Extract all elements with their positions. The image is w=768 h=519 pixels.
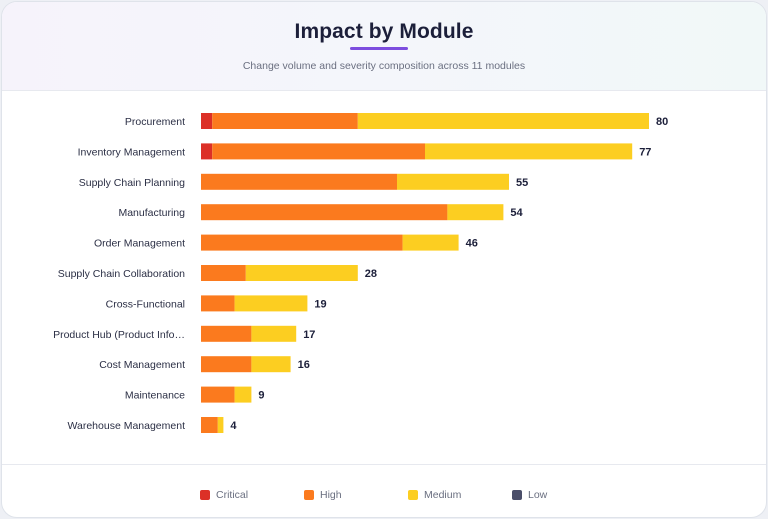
chart-subtitle: Change volume and severity composition a… [242, 60, 526, 72]
chart-legend: Critical High Medium Low [2, 488, 766, 502]
category-label: Warehouse Management [67, 420, 185, 432]
bar-segment-medium[interactable] [234, 295, 308, 312]
legend-swatch-critical [200, 490, 210, 500]
value-label: 17 [303, 329, 315, 341]
bar-segment-medium[interactable] [234, 386, 252, 403]
legend-swatch-high [304, 490, 314, 500]
bar-segment-medium[interactable] [245, 265, 358, 281]
footer-divider [2, 464, 766, 465]
category-label: Cost Management [99, 359, 185, 371]
bar-segment-medium[interactable] [425, 143, 633, 160]
value-label: 16 [298, 359, 310, 371]
value-label: 77 [639, 146, 651, 158]
bar-row: Supply Chain Collaboration 28 [58, 265, 377, 281]
value-label: 55 [516, 177, 528, 189]
category-label: Order Management [94, 238, 185, 250]
category-label: Manufacturing [118, 207, 185, 219]
bar-segment-high[interactable] [201, 417, 218, 433]
bar-segment-medium[interactable] [397, 173, 509, 190]
bar-segment-high[interactable] [201, 356, 252, 373]
legend-label-high: High [320, 489, 342, 501]
bar-row: Order Management 46 [94, 234, 478, 251]
chart-header: Impact by Module Change volume and sever… [2, 2, 766, 91]
legend-item-high[interactable]: High [304, 488, 342, 502]
bar-segment-high[interactable] [212, 143, 425, 160]
bar-segment-medium[interactable] [357, 113, 649, 129]
legend-label-low: Low [528, 489, 548, 501]
bar-segment-high[interactable] [201, 386, 235, 403]
category-label: Product Hub (Product Info… [53, 329, 185, 341]
legend-label-critical: Critical [216, 489, 249, 501]
category-label: Supply Chain Collaboration [58, 268, 185, 280]
value-label: 19 [314, 298, 326, 310]
legend-item-critical[interactable]: Critical [200, 488, 248, 502]
bar-segment-medium[interactable] [447, 204, 504, 221]
value-label: 9 [258, 390, 264, 402]
title-underline [350, 47, 408, 50]
bar-segment-high[interactable] [201, 325, 252, 342]
legend-label-medium: Medium [424, 489, 462, 501]
category-label: Supply Chain Planning [79, 177, 185, 189]
bar-segment-high[interactable] [201, 234, 403, 251]
bar-row: Maintenance 9 [125, 386, 265, 403]
value-label: 4 [230, 420, 237, 432]
legend-item-low[interactable]: Low [512, 488, 547, 502]
bar-row: Manufacturing 54 [118, 204, 524, 221]
bar-segment-medium[interactable] [251, 325, 297, 342]
value-label: 80 [656, 116, 668, 128]
bar-chart: Procurement 80 Inventory Management 77 Suppl… [53, 113, 668, 433]
bar-row: Supply Chain Planning 55 [79, 173, 528, 190]
bar-segment-medium[interactable] [217, 417, 224, 433]
category-label: Procurement [125, 116, 185, 128]
value-label: 46 [466, 238, 478, 250]
category-label: Inventory Management [78, 146, 185, 158]
legend-swatch-low [512, 490, 522, 500]
bar-segment-critical[interactable] [201, 113, 213, 129]
category-label: Maintenance [125, 390, 185, 402]
category-label: Cross-Functional [106, 298, 185, 310]
chart-title: Impact by Module [294, 20, 474, 43]
value-label: 54 [510, 207, 523, 219]
legend-swatch-medium [408, 490, 418, 500]
legend-item-medium[interactable]: Medium [408, 488, 461, 502]
bar-row: Warehouse Management 4 [67, 417, 237, 433]
bar-segment-high[interactable] [201, 295, 235, 312]
bar-row: Cross-Functional 19 [106, 295, 327, 312]
value-label: 28 [365, 268, 377, 280]
bar-row: Procurement 80 [125, 113, 668, 129]
bar-segment-high[interactable] [201, 204, 448, 221]
bar-segment-medium[interactable] [251, 356, 291, 373]
bar-segment-high[interactable] [201, 173, 397, 190]
bar-segment-high[interactable] [201, 265, 246, 281]
bar-segment-high[interactable] [212, 113, 358, 129]
bar-row: Cost Management 16 [99, 356, 310, 373]
bar-segment-medium[interactable] [402, 234, 459, 251]
bar-row: Product Hub (Product Info… 17 [53, 325, 315, 342]
bar-row: Inventory Management 77 [78, 143, 651, 160]
bar-segment-critical[interactable] [201, 143, 213, 160]
